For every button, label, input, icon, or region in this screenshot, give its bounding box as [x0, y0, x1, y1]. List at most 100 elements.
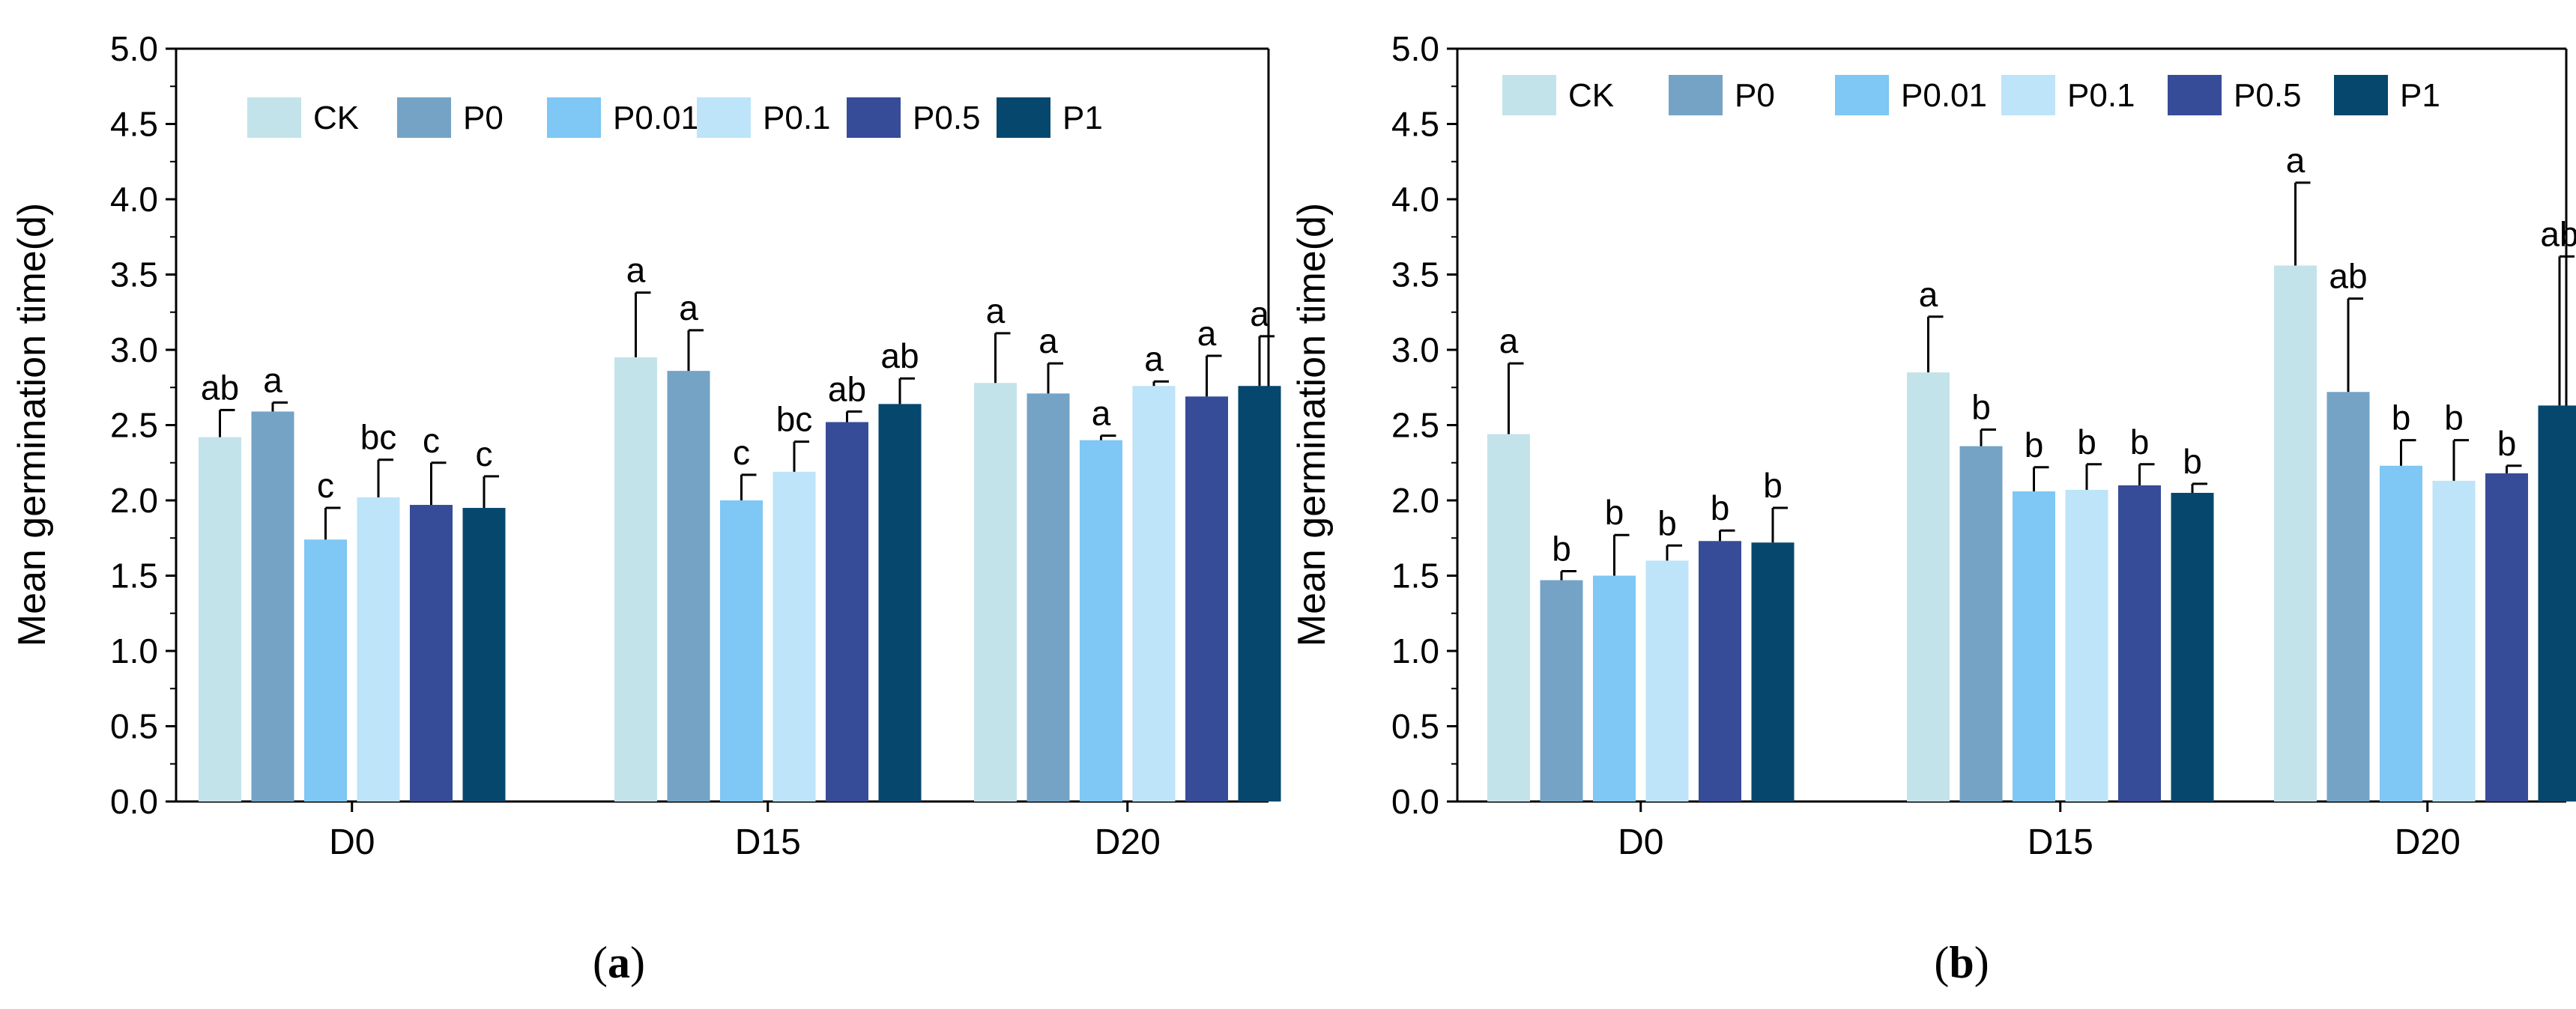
- chart-a-significance-letter-D0-P1: c: [476, 434, 493, 473]
- chart-a-legend-swatch-CK: [247, 97, 301, 138]
- chart-a-significance-letter-D15-P0.5: ab: [828, 369, 866, 408]
- chart-panel-b: 0.0 0.5 1.0 1.5 2.0 2.5 3.0 3.5 4.0 4.5 5.0 Mean ge…: [1290, 29, 2576, 862]
- chart-b-y-tick-label: 4.0: [1391, 180, 1439, 219]
- chart-b-legend-swatch-CK: [1502, 75, 1556, 115]
- chart-b-bar-D0-P0.1: [1645, 560, 1689, 802]
- chart-a-legend-label-P0: P0: [463, 100, 504, 136]
- chart-a-x-tick-label-D15: D15: [735, 822, 801, 862]
- chart-b-bar-D15-P0.01: [2013, 491, 2055, 802]
- chart-a-legend-swatch-P0.5: [847, 97, 901, 138]
- chart-a-y-tick-label: 1.0: [110, 631, 158, 670]
- chart-a-bar-D20-P0.01: [1080, 440, 1122, 802]
- panel-label-b-close: ): [1974, 938, 1989, 987]
- chart-a-significance-letter-D20-CK: a: [986, 291, 1006, 330]
- chart-b-bar-D0-P0.01: [1593, 575, 1636, 802]
- chart-b-significance-letter-D15-P0: b: [1971, 388, 1991, 427]
- chart-a-legend-label-P1: P1: [1062, 100, 1103, 136]
- chart-b-significance-letter-D20-P0: ab: [2329, 257, 2367, 296]
- chart-b-bar-D0-P0: [1540, 580, 1583, 802]
- chart-a-significance-letter-D15-CK: a: [626, 251, 646, 290]
- chart-b-bar-D20-P0.1: [2432, 480, 2476, 802]
- chart-a-y-tick-label: 0.0: [110, 782, 158, 821]
- chart-b-legend-label-P0.01: P0.01: [1901, 77, 1987, 114]
- chart-b-significance-letter-D15-P0.01: b: [2025, 425, 2044, 464]
- chart-a-significance-letter-D20-P0.5: a: [1197, 314, 1217, 353]
- chart-b-bar-D0-CK: [1487, 434, 1530, 802]
- chart-a-bar-D0-P1: [462, 508, 506, 802]
- chart-b-bar-D15-P0: [1959, 446, 2003, 802]
- chart-a-y-tick-label: 4.5: [110, 105, 158, 144]
- chart-b-y-tick-label: 0.0: [1391, 782, 1439, 821]
- chart-b-y-tick-label: 3.5: [1391, 255, 1439, 294]
- chart-a-bar-D20-P1: [1238, 386, 1281, 802]
- chart-b-significance-letter-D15-P0.1: b: [2077, 422, 2096, 461]
- panel-label-a-open: (: [593, 938, 608, 987]
- chart-b-bar-D15-P0.1: [2065, 489, 2108, 802]
- chart-a-significance-letter-D15-P0: a: [679, 288, 698, 327]
- chart-a-significance-letter-D15-P0.01: c: [733, 433, 750, 472]
- chart-a-y-tick-label: 0.5: [110, 707, 158, 746]
- panel-label-a-letter: a: [608, 938, 630, 987]
- chart-a-y-tick-label: 4.0: [110, 180, 158, 219]
- chart-b-x-tick-label-D20: D20: [2395, 822, 2461, 862]
- chart-a-significance-letter-D0-P0: a: [263, 360, 282, 399]
- chart-b-legend-swatch-P0: [1669, 75, 1723, 115]
- chart-a-significance-letter-D20-P0.1: a: [1144, 339, 1164, 378]
- chart-b-bar-D20-P0.01: [2380, 465, 2422, 802]
- chart-b-significance-letter-D0-P1: b: [1763, 466, 1783, 505]
- chart-b-significance-letter-D0-P0.1: b: [1657, 503, 1677, 542]
- chart-a-significance-letter-D15-P1: ab: [880, 336, 919, 375]
- chart-b-bar-D20-CK: [2274, 265, 2317, 802]
- chart-a-bar-D15-P0.5: [826, 422, 868, 802]
- panel-label-a: (a): [593, 938, 645, 987]
- chart-a-bar-D0-P0.5: [410, 505, 453, 802]
- chart-a-y-axis-label: Mean germination time(d): [10, 203, 54, 646]
- chart-b-significance-letter-D20-P0.5: b: [2497, 424, 2517, 463]
- chart-b-y-tick-label: 1.0: [1391, 631, 1439, 670]
- chart-a-bar-D0-CK: [199, 437, 241, 802]
- chart-a-bar-D20-P0.5: [1185, 396, 1228, 802]
- chart-b-legend-label-P1: P1: [2400, 77, 2440, 114]
- chart-b-significance-letter-D15-CK: a: [1919, 275, 1938, 314]
- chart-a-y-tick-label: 3.5: [110, 255, 158, 294]
- chart-a-significance-letter-D20-P1: a: [1250, 294, 1269, 333]
- chart-a-y-tick-label: 2.5: [110, 406, 158, 445]
- chart-a-bar-D0-P0: [251, 411, 294, 802]
- chart-b-significance-letter-D0-P0: b: [1552, 529, 1571, 568]
- chart-a-y-tick-label: 2.0: [110, 481, 158, 520]
- chart-b-significance-letter-D15-P1: b: [2183, 442, 2202, 481]
- chart-a-significance-letter-D20-P0.01: a: [1092, 394, 1111, 433]
- chart-a-legend-label-P0.01: P0.01: [613, 100, 699, 136]
- chart-b-bar-D0-P0.5: [1699, 541, 1741, 802]
- chart-a-x-tick-label-D20: D20: [1095, 822, 1161, 862]
- chart-b-y-tick-label: 2.0: [1391, 481, 1439, 520]
- chart-b-significance-letter-D15-P0.5: b: [2130, 422, 2150, 461]
- chart-a-legend-label-P0.1: P0.1: [763, 100, 831, 136]
- chart-a-bar-D15-CK: [614, 357, 657, 802]
- panel-label-a-close: ): [630, 938, 645, 987]
- chart-a-bar-D0-P0.01: [304, 539, 347, 802]
- chart-a-significance-letter-D0-CK: ab: [201, 368, 239, 407]
- chart-b-y-tick-label: 5.0: [1391, 29, 1439, 68]
- chart-b-significance-letter-D20-P0.01: b: [2392, 399, 2411, 437]
- chart-b-bar-D20-P0.5: [2485, 473, 2528, 802]
- chart-b-y-tick-label: 4.5: [1391, 105, 1439, 144]
- chart-b-legend-swatch-P0.1: [2001, 75, 2055, 115]
- chart-b-significance-letter-D0-P0.5: b: [1711, 488, 1730, 527]
- chart-a-significance-letter-D0-P0.01: c: [317, 466, 334, 505]
- chart-a-legend-swatch-P0.01: [547, 97, 601, 138]
- chart-a-legend-swatch-P0.1: [697, 97, 751, 138]
- chart-a-x-tick-label-D0: D0: [329, 822, 375, 862]
- chart-a-significance-letter-D15-P0.1: bc: [776, 400, 813, 439]
- chart-a-significance-letter-D20-P0: a: [1038, 321, 1058, 360]
- chart-b-y-axis-label: Mean germination time(d): [1290, 203, 1334, 646]
- chart-b-significance-letter-D0-CK: a: [1499, 321, 1519, 360]
- chart-b-bar-D15-P0.5: [2118, 485, 2161, 802]
- chart-a-legend-label-CK: CK: [313, 100, 359, 136]
- chart-a-bar-D15-P1: [878, 404, 922, 802]
- chart-b-y-tick-label: 1.5: [1391, 557, 1439, 596]
- chart-a-bar-D20-P0.1: [1132, 386, 1176, 802]
- chart-a-bar-D20-P0: [1027, 393, 1070, 802]
- chart-b-legend-label-P0: P0: [1735, 77, 1775, 114]
- chart-panel-a: 0.0 0.5 1.0 1.5 2.0 2.5 3.0 3.5 4.0 4.5 5.0 Mean ge…: [10, 29, 1281, 862]
